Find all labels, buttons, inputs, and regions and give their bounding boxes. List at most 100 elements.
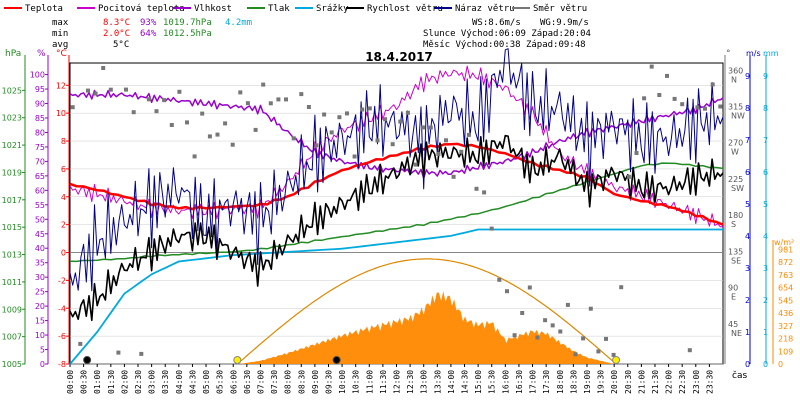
axis-label-rain: 0 <box>763 360 768 369</box>
axis-label-direction: 180 <box>728 211 743 220</box>
axis-label-temperature: 2 <box>61 221 66 230</box>
wind-direction-point <box>535 335 540 340</box>
x-tick-label: 02:30 <box>134 370 143 394</box>
wind-direction-point <box>459 149 464 154</box>
wind-direction-point <box>687 348 692 353</box>
x-tick-label: 12:30 <box>406 370 415 394</box>
x-tick-label: 02:00 <box>120 370 129 394</box>
wind-direction-point <box>230 142 235 147</box>
axis-label-humidity: 85 <box>35 114 45 123</box>
x-tick-label: 19:30 <box>597 370 606 394</box>
stats-max-temp: 8.3°C <box>103 18 130 28</box>
wind-direction-point <box>611 352 616 357</box>
wind-direction-point <box>139 351 144 356</box>
x-tick-label: 21:00 <box>637 370 646 394</box>
x-tick-label: 15:30 <box>488 370 497 394</box>
wind-direction-point <box>116 350 121 355</box>
axis-label-rain: 5 <box>763 200 768 209</box>
x-tick-label: 19:00 <box>583 370 592 394</box>
axis-label-humidity: 45 <box>35 230 45 239</box>
wind-direction-point <box>497 277 502 282</box>
solar-layer <box>236 258 616 365</box>
x-tick-label: 09:30 <box>324 370 333 394</box>
axis-label-direction-compass: E <box>731 293 736 302</box>
wind-direction-point <box>306 105 311 109</box>
wind-direction-point <box>131 110 136 115</box>
wind-direction-point <box>695 105 700 110</box>
axis-label-solar: 981 <box>778 245 793 254</box>
axis-label-humidity: 95 <box>35 85 45 94</box>
axis-label-humidity: 75 <box>35 143 45 152</box>
wind-direction-point <box>268 101 273 106</box>
wind-direction-point <box>558 329 563 334</box>
wind-direction-point <box>215 132 220 137</box>
x-tick-label: 11:00 <box>365 370 374 394</box>
moonset-marker <box>332 356 341 364</box>
axis-label-pressure: 1023 <box>2 114 22 123</box>
wind-direction-point <box>489 226 494 231</box>
wind-direction-point <box>604 336 608 341</box>
legend-entry: Srážky <box>316 4 349 14</box>
wind-direction-point <box>261 82 266 87</box>
x-tick-label: 11:30 <box>379 370 388 394</box>
wind-direction-point <box>405 110 410 115</box>
stats-rain: 4.2mm <box>225 18 252 28</box>
stats-max-label: max <box>52 18 69 28</box>
axis-label-pressure: 1005 <box>2 360 22 369</box>
axis-label-humidity: 70 <box>35 157 45 166</box>
wind-direction-point <box>352 154 357 159</box>
wind-direction-point <box>642 96 647 101</box>
axis-label-direction-compass: NE <box>731 329 742 338</box>
axis-label-pressure: 1025 <box>2 86 22 95</box>
axis-label-humidity: 50 <box>35 215 45 224</box>
x-tick-label: 13:00 <box>420 370 429 394</box>
wind-direction-point <box>581 336 586 341</box>
x-tick-label: 03:00 <box>148 370 157 394</box>
wind-direction-point <box>314 143 319 148</box>
axis-label-solar: 327 <box>778 322 793 331</box>
wind-direction-point <box>70 105 75 110</box>
axis-label-direction: 90 <box>728 284 738 293</box>
axis-label-humidity: 5 <box>40 346 45 355</box>
wind-direction-point <box>710 82 715 87</box>
stats-min-temp: 2.0°C <box>103 29 130 39</box>
axis-label-rain: 8 <box>763 104 768 113</box>
unit-wm2: w/m² <box>774 238 794 247</box>
axis-label-direction: 360 <box>728 66 743 75</box>
wind-direction-point <box>451 174 456 179</box>
axis-label-humidity: 55 <box>35 201 45 210</box>
axis-label-rain: 2 <box>763 296 768 305</box>
axis-label-direction: 45 <box>728 320 738 329</box>
wind-direction-point <box>177 89 182 94</box>
axis-label-wind: 4 <box>745 232 750 241</box>
axis-label-solar: 109 <box>778 347 793 356</box>
wind-direction-point <box>680 102 685 107</box>
sunset-marker <box>612 356 621 364</box>
x-tick-label: 08:00 <box>284 370 293 394</box>
x-tick-label: 16:30 <box>515 370 524 394</box>
x-tick-label: 14:00 <box>447 370 456 394</box>
x-tick-label: 08:30 <box>297 370 306 394</box>
axis-label-humidity: 40 <box>35 244 45 253</box>
axis-label-temperature: -8 <box>58 360 66 369</box>
axis-label-temperature: 4 <box>61 193 66 202</box>
wind-direction-point <box>253 127 258 132</box>
stats-sun: Slunce Východ:06:09 Západ:20:04 <box>423 29 591 39</box>
legend-entry: Teplota <box>25 4 63 14</box>
x-tick-label: 01:30 <box>107 370 116 394</box>
x-tick-label: 23:00 <box>692 370 701 394</box>
wind-direction-point <box>345 111 349 116</box>
wind-direction-point <box>543 318 548 323</box>
series-teplota <box>69 142 724 226</box>
wind-direction-point <box>573 352 578 357</box>
axis-label-direction-compass: SW <box>731 184 744 193</box>
axis-label-wind: 0 <box>745 360 750 369</box>
axis-label-pressure: 1015 <box>2 223 22 232</box>
axis-label-pressure: 1021 <box>2 141 22 150</box>
stats-avg-temp: 5°C <box>113 40 129 50</box>
axis-label-humidity: 30 <box>35 273 45 282</box>
wind-direction-point <box>169 123 174 127</box>
wind-direction-point <box>299 92 304 97</box>
wind-direction-point <box>421 125 426 130</box>
